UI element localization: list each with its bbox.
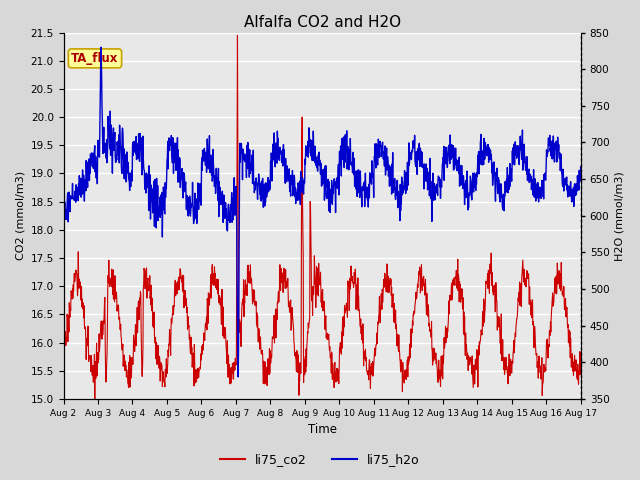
li75_h2o xyxy=(577,164,584,170)
li75_co2 xyxy=(234,33,241,38)
li75_h2o xyxy=(516,141,524,147)
li75_h2o xyxy=(60,202,67,207)
Title: Alfalfa CO2 and H2O: Alfalfa CO2 and H2O xyxy=(244,15,401,30)
li75_h2o xyxy=(97,44,105,50)
Y-axis label: H2O (mmol/m3): H2O (mmol/m3) xyxy=(615,171,625,261)
li75_co2 xyxy=(60,355,67,360)
li75_co2 xyxy=(175,278,183,284)
li75_co2 xyxy=(577,368,584,373)
li75_co2 xyxy=(403,367,411,372)
li75_co2 xyxy=(516,302,524,308)
li75_h2o xyxy=(470,170,478,176)
li75_h2o xyxy=(175,172,183,178)
li75_h2o xyxy=(403,185,411,191)
li75_co2 xyxy=(470,367,478,372)
X-axis label: Time: Time xyxy=(308,423,337,436)
li75_co2 xyxy=(233,255,241,261)
Legend: li75_co2, li75_h2o: li75_co2, li75_h2o xyxy=(215,448,425,471)
Line: li75_h2o: li75_h2o xyxy=(63,47,580,377)
li75_co2 xyxy=(163,356,170,361)
Y-axis label: CO2 (mmol/m3): CO2 (mmol/m3) xyxy=(15,171,25,260)
li75_h2o xyxy=(233,228,241,233)
li75_h2o xyxy=(234,374,242,380)
li75_h2o xyxy=(163,186,170,192)
li75_co2 xyxy=(91,396,99,402)
Text: TA_flux: TA_flux xyxy=(71,52,118,65)
Line: li75_co2: li75_co2 xyxy=(63,36,580,399)
